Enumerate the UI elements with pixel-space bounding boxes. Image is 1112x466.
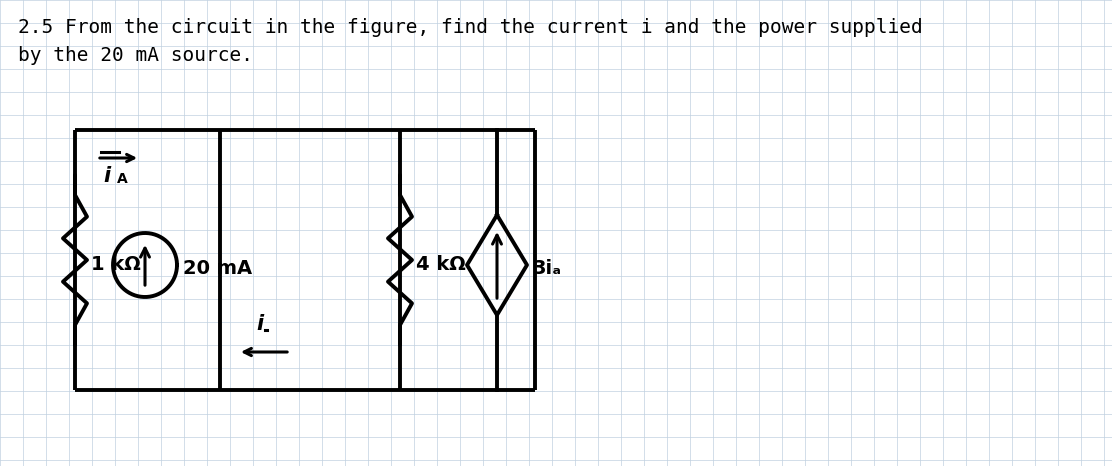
Text: A: A [117, 172, 128, 186]
Text: 2.5 From the circuit in the figure, find the current i and the power supplied: 2.5 From the circuit in the figure, find… [18, 18, 923, 37]
Text: 3iₐ: 3iₐ [533, 260, 562, 279]
Text: 4 kΩ: 4 kΩ [416, 255, 466, 274]
Text: i: i [257, 314, 264, 334]
Text: i: i [103, 166, 110, 186]
Text: by the 20 mA source.: by the 20 mA source. [18, 46, 254, 65]
Text: 1 kΩ: 1 kΩ [91, 255, 141, 274]
Text: 20 mA: 20 mA [183, 260, 252, 279]
